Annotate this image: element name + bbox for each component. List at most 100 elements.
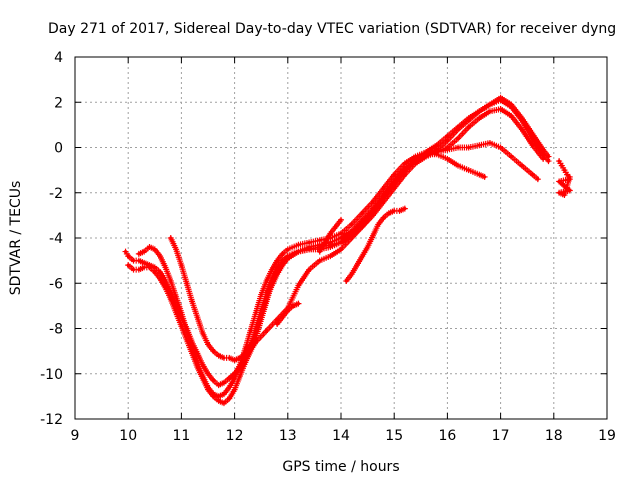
data-point xyxy=(190,345,194,349)
data-point xyxy=(499,107,503,111)
data-point xyxy=(142,249,146,254)
data-point xyxy=(477,143,481,147)
data-point xyxy=(280,315,285,319)
data-point xyxy=(206,342,210,346)
data-point xyxy=(142,261,146,265)
data-point xyxy=(201,363,205,367)
data-point xyxy=(280,263,285,267)
data-point xyxy=(142,265,146,270)
data-point xyxy=(339,231,343,236)
data-point xyxy=(126,254,130,258)
data-point xyxy=(565,186,569,190)
x-tick-label: 10 xyxy=(119,428,137,444)
data-point xyxy=(217,394,221,398)
data-point xyxy=(307,240,311,245)
y-tick-label: 4 xyxy=(54,50,63,66)
data-point xyxy=(366,245,370,249)
data-point xyxy=(360,211,364,215)
data-point xyxy=(536,177,540,181)
data-point xyxy=(158,270,162,274)
y-tick-label: -10 xyxy=(40,367,63,383)
data-point xyxy=(179,324,183,328)
data-point xyxy=(467,168,471,172)
data-point xyxy=(403,161,407,165)
chart-title: Day 271 of 2017, Sidereal Day-to-day VTE… xyxy=(48,21,616,37)
data-point xyxy=(270,268,274,272)
data-point xyxy=(568,177,572,181)
data-point xyxy=(238,374,242,378)
data-point xyxy=(227,397,231,401)
y-tick-label: -12 xyxy=(40,412,63,428)
data-point xyxy=(334,225,338,229)
series-arc-8 xyxy=(316,216,344,255)
data-point xyxy=(217,354,221,358)
data-point xyxy=(541,148,545,152)
data-point xyxy=(233,372,237,376)
data-point xyxy=(137,268,141,272)
data-point xyxy=(169,236,173,240)
data-point xyxy=(350,229,354,233)
data-point xyxy=(392,179,396,184)
data-point xyxy=(280,252,285,256)
data-point xyxy=(147,245,152,249)
x-tick-label: 17 xyxy=(492,428,510,444)
data-point xyxy=(318,249,322,254)
data-point xyxy=(158,254,162,258)
data-point xyxy=(126,263,130,267)
y-tick-label: -2 xyxy=(49,186,63,202)
data-point xyxy=(233,358,237,362)
data-point xyxy=(201,331,205,335)
data-point xyxy=(264,279,269,283)
data-point xyxy=(190,299,194,303)
data-point xyxy=(137,252,141,256)
data-point xyxy=(355,263,359,267)
series-arc-4 xyxy=(167,139,541,364)
data-point xyxy=(259,313,263,317)
x-tick-label: 14 xyxy=(332,428,350,444)
data-point xyxy=(195,315,199,319)
data-point xyxy=(344,279,348,283)
data-point xyxy=(499,96,503,100)
data-point xyxy=(350,272,354,276)
data-point xyxy=(403,206,407,211)
y-tick-label: -6 xyxy=(49,276,63,292)
data-point xyxy=(381,216,386,220)
x-tick-label: 18 xyxy=(545,428,563,444)
data-point xyxy=(163,286,168,290)
data-point xyxy=(254,329,258,333)
data-point xyxy=(318,238,322,242)
series-arc-5 xyxy=(226,151,488,382)
data-point xyxy=(477,173,481,177)
data-point xyxy=(206,372,210,376)
data-point xyxy=(560,164,564,168)
data-point xyxy=(360,218,364,222)
data-point xyxy=(530,143,535,147)
data-point xyxy=(211,378,215,383)
data-point xyxy=(381,186,386,190)
data-point xyxy=(174,247,178,251)
data-point xyxy=(509,154,513,159)
data-point xyxy=(291,304,295,308)
data-point xyxy=(562,184,567,188)
data-point xyxy=(350,236,354,240)
series-arc-6 xyxy=(343,205,408,284)
data-point xyxy=(488,141,492,145)
data-point xyxy=(185,329,189,333)
data-point xyxy=(222,401,226,405)
y-axis-label: SDTVAR / TECUs xyxy=(8,181,24,296)
data-point xyxy=(286,308,290,312)
data-point xyxy=(403,168,407,172)
data-point xyxy=(562,193,567,197)
data-point xyxy=(477,109,481,113)
data-point xyxy=(275,322,279,326)
x-tick-label: 13 xyxy=(279,428,297,444)
data-point xyxy=(211,349,215,353)
ticks-layer: 9 10 11 12 13 14 15 16 17 18 19 -12 -10 -8 -6 -4 -2 0 2 4 xyxy=(40,50,616,444)
x-tick-label: 11 xyxy=(172,428,190,444)
data-point xyxy=(467,125,471,129)
data-point xyxy=(264,297,269,301)
data-point xyxy=(435,143,439,147)
data-point xyxy=(275,259,279,263)
data-point xyxy=(562,168,567,172)
data-point xyxy=(350,222,354,227)
